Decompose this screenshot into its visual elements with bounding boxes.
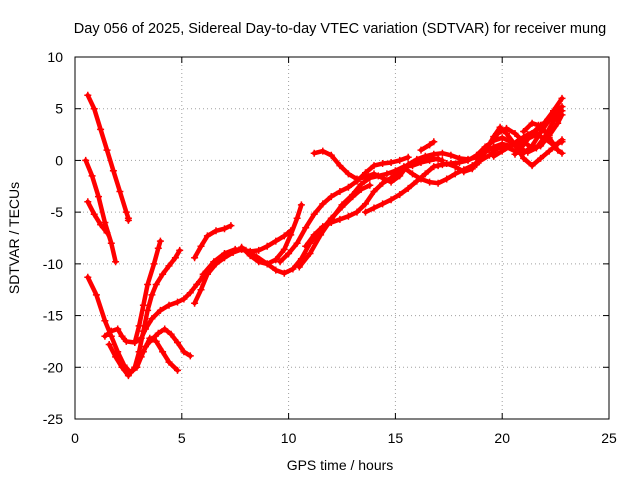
x-axis-label: GPS time / hours — [287, 457, 394, 473]
y-tick-label: 0 — [55, 152, 63, 168]
x-tick-label: 0 — [71, 430, 79, 446]
series-line — [85, 199, 110, 236]
series-markers — [139, 334, 181, 374]
plot-frame — [74, 56, 610, 420]
series-track-7 — [131, 237, 164, 346]
series-line — [102, 274, 206, 345]
series-markers — [84, 198, 111, 237]
x-tick-label: 5 — [178, 430, 186, 446]
y-tick-label: 5 — [55, 101, 63, 117]
series-markers — [238, 201, 305, 268]
series-line — [311, 132, 565, 185]
grid — [75, 57, 609, 419]
y-tick-label: -20 — [43, 359, 63, 375]
series-markers — [276, 153, 412, 266]
series-markers — [84, 91, 132, 224]
series-line — [106, 248, 182, 378]
series-markers — [417, 138, 438, 154]
series-track-8 — [139, 334, 181, 374]
series-track-2 — [82, 156, 120, 266]
y-tick-label: -5 — [51, 204, 64, 220]
series-line — [85, 93, 131, 223]
series-markers — [82, 156, 120, 266]
series-track-1 — [84, 91, 132, 224]
y-tick-label: 10 — [47, 49, 63, 65]
x-tick-label: 15 — [388, 430, 404, 446]
x-tick-label: 20 — [494, 430, 510, 446]
series-track-24 — [520, 119, 542, 135]
chart-title: Day 056 of 2025, Sidereal Day-to-day VTE… — [74, 21, 606, 37]
series-track-6 — [105, 246, 184, 380]
y-tick-label: -25 — [43, 411, 63, 427]
series-markers — [131, 237, 164, 346]
y-tick-label: -10 — [43, 256, 63, 272]
series-line — [200, 183, 373, 277]
series-track-19 — [417, 138, 438, 154]
data-series — [82, 91, 566, 380]
x-tick-label: 10 — [281, 430, 297, 446]
series-track-12 — [238, 201, 305, 268]
series-line — [141, 336, 180, 373]
axis-ticks: 0 5 10 15 20 25 -25 -20 -15 -10 -5 0 5 10 — [43, 49, 617, 446]
series-line — [277, 155, 411, 265]
series-markers — [191, 222, 235, 262]
series-track-10 — [191, 222, 235, 262]
series-line — [418, 139, 437, 153]
y-tick-label: -15 — [43, 308, 63, 324]
series-markers — [520, 119, 542, 135]
x-tick-label: 25 — [601, 430, 617, 446]
series-markers — [105, 246, 184, 380]
series-track-13 — [276, 153, 412, 266]
y-axis-label: SDTVAR / TECUs — [6, 182, 22, 294]
series-track-3 — [84, 198, 111, 237]
